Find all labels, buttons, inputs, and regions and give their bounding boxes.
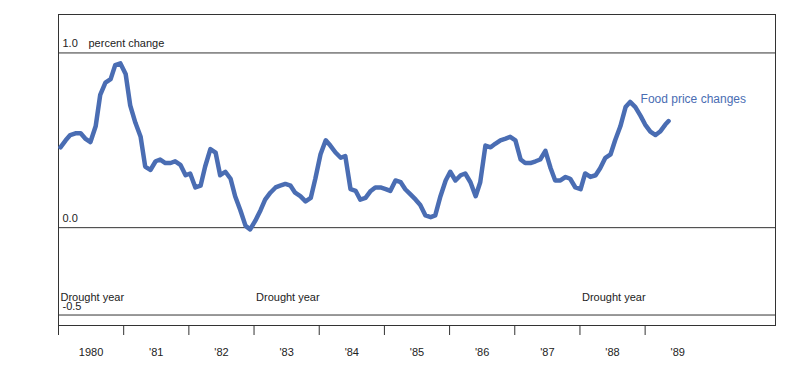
svg-text:'83: '83: [279, 346, 293, 358]
svg-text:'85: '85: [410, 346, 424, 358]
svg-text:-0.5: -0.5: [62, 299, 82, 312]
svg-text:1.0: 1.0: [63, 37, 78, 49]
svg-text:0.0: 0.0: [63, 212, 78, 224]
svg-text:'89: '89: [671, 346, 685, 358]
svg-text:'84: '84: [345, 346, 359, 358]
svg-text:Drought year: Drought year: [61, 291, 125, 303]
svg-text:'81: '81: [149, 346, 163, 358]
svg-text:Food price changes: Food price changes: [641, 92, 746, 106]
svg-text:1980: 1980: [79, 346, 103, 358]
svg-text:Drought year: Drought year: [256, 291, 320, 303]
svg-text:'88: '88: [605, 346, 619, 358]
svg-text:'82: '82: [214, 346, 228, 358]
svg-text:'86: '86: [475, 346, 489, 358]
svg-text:Drought year: Drought year: [582, 291, 646, 303]
svg-text:'87: '87: [540, 346, 554, 358]
svg-text:percent change: percent change: [89, 37, 165, 49]
